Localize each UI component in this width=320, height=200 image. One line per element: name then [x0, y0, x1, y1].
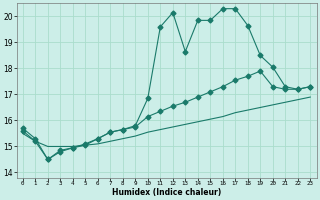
X-axis label: Humidex (Indice chaleur): Humidex (Indice chaleur) — [112, 188, 221, 197]
